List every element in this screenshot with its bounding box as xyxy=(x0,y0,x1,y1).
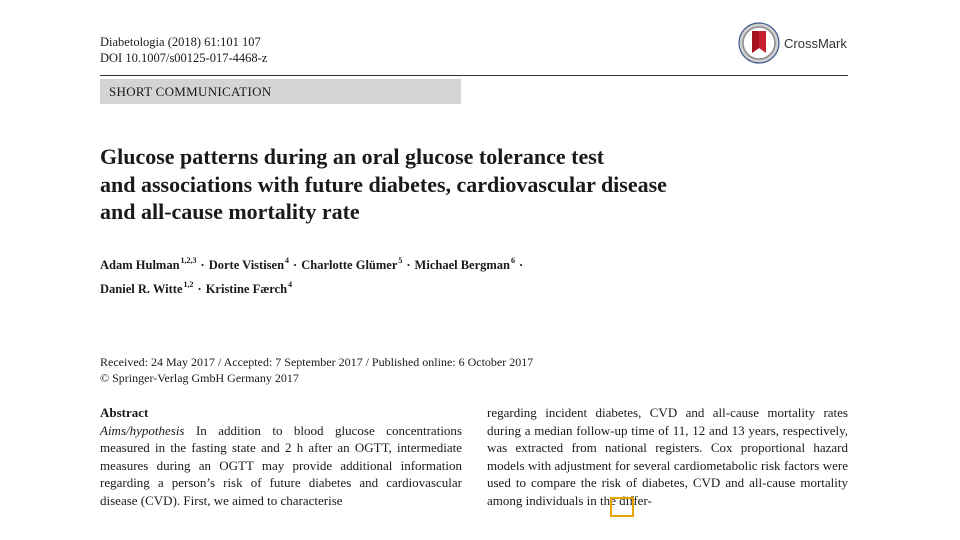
received-accepted-published: Received: 24 May 2017 / Accepted: 7 Sept… xyxy=(100,355,534,369)
author[interactable]: Charlotte Glümer5 xyxy=(301,256,403,272)
abstract-column-right: regarding incident diabetes, CVD and all… xyxy=(487,404,848,510)
article-type-banner: SHORT COMMUNICATION xyxy=(100,79,461,104)
copyright-notice: © Springer-Verlag GmbH Germany 2017 xyxy=(100,370,299,385)
header-divider xyxy=(100,75,848,76)
text-cursor-highlight xyxy=(610,497,634,517)
author-line-1: Adam Hulman1,2,3 · Dorte Vistisen4 · Charlot… xyxy=(100,251,527,275)
doi: DOI 10.1007/s00125-017-4468-z xyxy=(100,51,268,65)
author-separator: · xyxy=(197,282,202,296)
title-line-2: and associations with future diabetes, c… xyxy=(100,171,667,197)
author-separator: · xyxy=(200,258,205,272)
aims-hypothesis-label: Aims/hypothesis xyxy=(100,422,185,438)
abstract-column-left: Abstract Aims/hypothesis In addition to … xyxy=(100,404,462,510)
abstract-text-right: regarding incident diabetes, CVD and all… xyxy=(487,405,848,508)
title-line-3: and all-cause mortality rate xyxy=(100,199,360,224)
journal-citation: Diabetologia (2018) 61:101 107 xyxy=(100,35,261,49)
title-line-1: Glucose patterns during an oral glucose … xyxy=(100,144,605,169)
abstract-text-left: In addition to blood glucose concentrati… xyxy=(100,422,462,508)
abstract-heading: Abstract xyxy=(100,405,149,420)
abstract-paragraph-left: Aims/hypothesis In addition to blood glu… xyxy=(100,422,462,510)
author[interactable]: Daniel R. Witte1,2 xyxy=(100,280,194,296)
author-list: Adam Hulman1,2,3 · Dorte Vistisen4 · Charlot… xyxy=(100,251,527,299)
author-separator: · xyxy=(406,258,411,272)
author[interactable]: Kristine Færch4 xyxy=(205,280,293,296)
crossmark-label: CrossMark xyxy=(784,35,847,51)
publication-dates: Received: 24 May 2017 / Accepted: 7 Sept… xyxy=(100,355,533,386)
author-line-2: Daniel R. Witte1,2 · Kristine Færch4 xyxy=(100,275,527,299)
journal-header: Diabetologia (2018) 61:101 107 DOI 10.10… xyxy=(100,34,267,66)
article-title: Glucose patterns during an oral glucose … xyxy=(100,143,800,226)
crossmark-badge[interactable]: CrossMark xyxy=(738,22,847,64)
author[interactable]: Dorte Vistisen4 xyxy=(208,256,290,272)
crossmark-icon xyxy=(738,22,780,64)
author[interactable]: Michael Bergman6 xyxy=(414,256,516,272)
author-separator: · xyxy=(293,258,298,272)
author-separator: · xyxy=(519,258,524,272)
author[interactable]: Adam Hulman1,2,3 xyxy=(100,256,197,272)
